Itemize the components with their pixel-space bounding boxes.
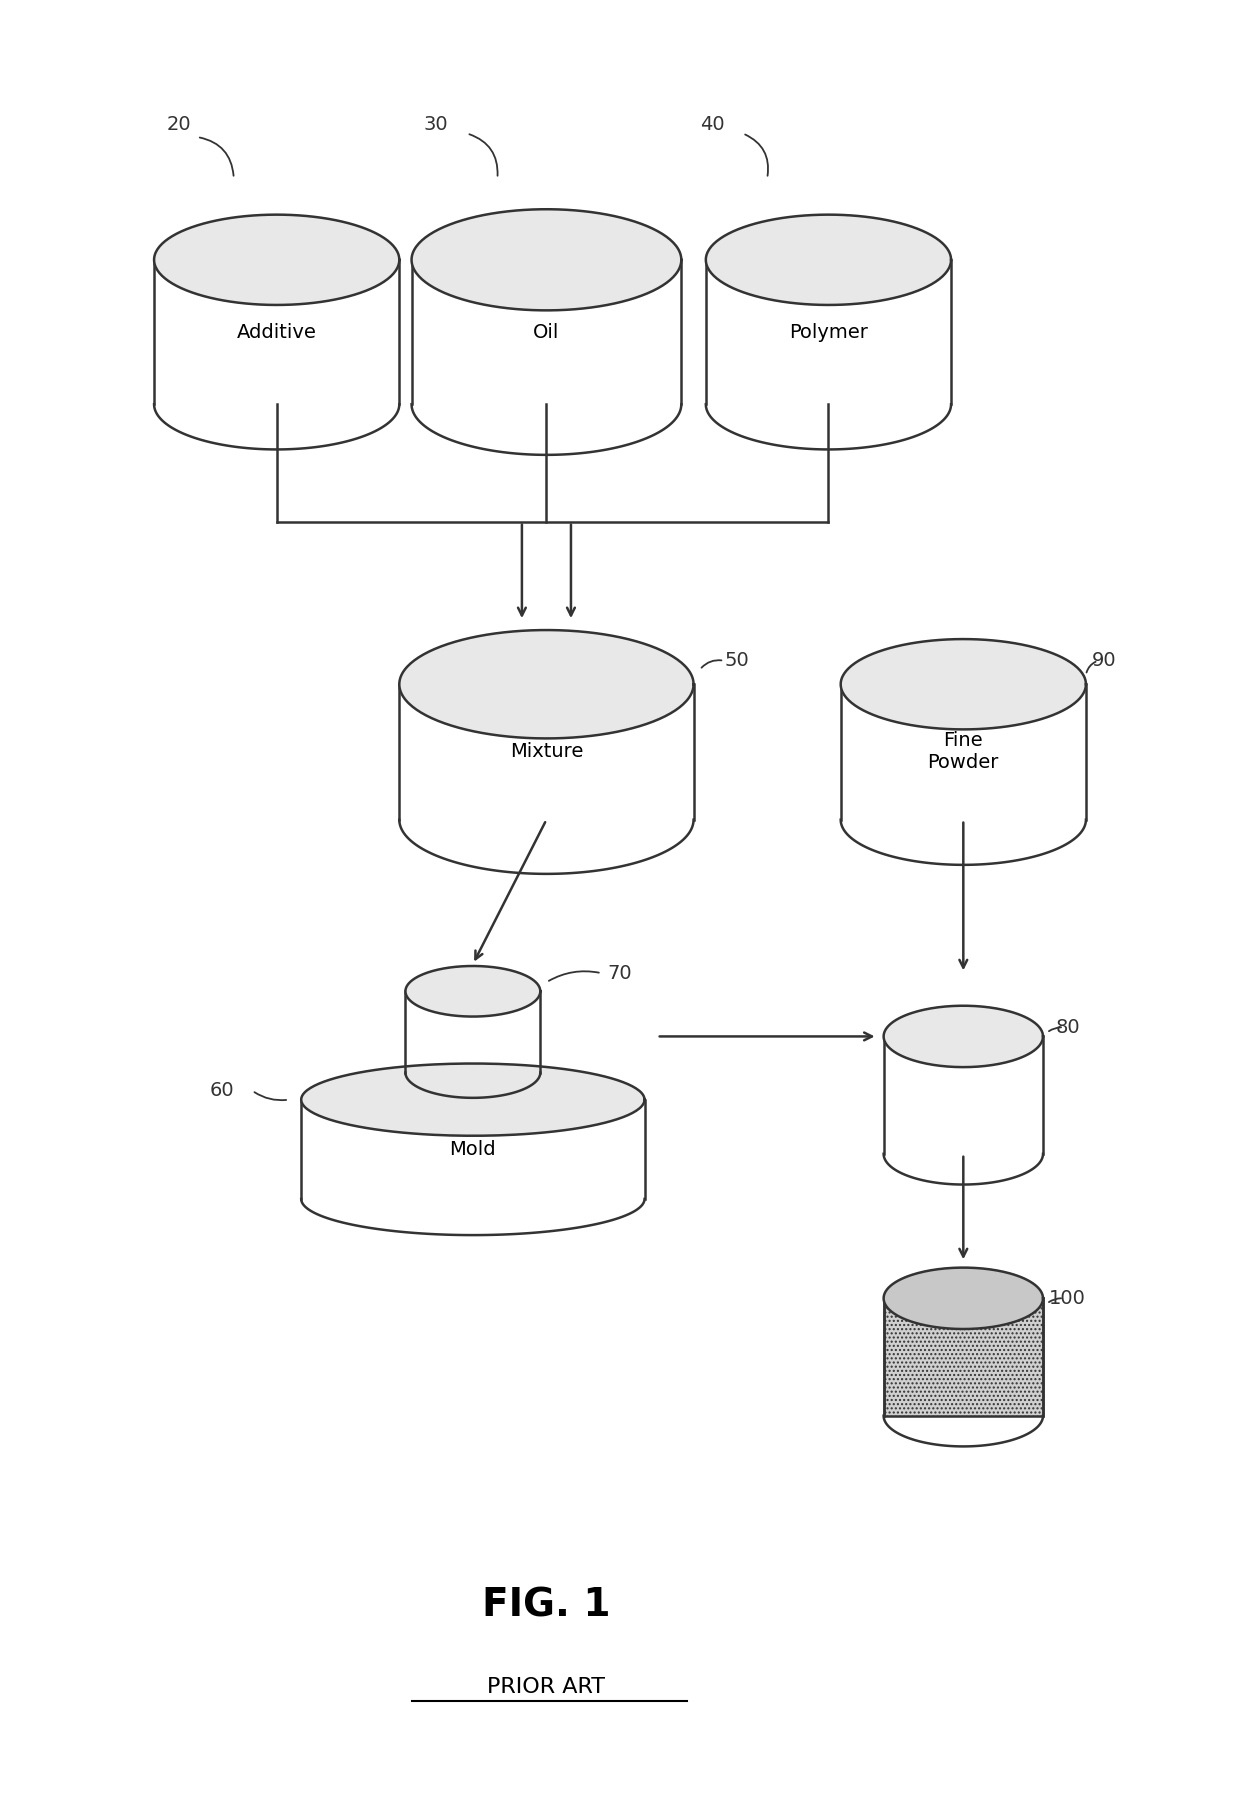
Text: 70: 70 [608,965,632,983]
Polygon shape [154,260,399,404]
Text: 60: 60 [210,1081,234,1099]
Polygon shape [841,639,1086,730]
Polygon shape [301,1099,645,1199]
Text: FIG. 1: FIG. 1 [482,1587,610,1625]
Text: Fine
Powder: Fine Powder [928,732,999,772]
Text: Mixture: Mixture [510,743,583,761]
Text: 90: 90 [1092,652,1117,670]
Text: Additive: Additive [237,322,316,342]
Text: Mold: Mold [450,1139,496,1159]
Polygon shape [154,215,399,306]
Polygon shape [399,684,693,819]
Polygon shape [706,260,951,404]
Text: 20: 20 [166,115,191,135]
Polygon shape [884,1267,1043,1329]
Polygon shape [412,260,681,404]
Text: 100: 100 [1049,1289,1086,1309]
FancyBboxPatch shape [884,1298,1043,1416]
Text: 30: 30 [424,115,449,135]
Text: Oil: Oil [533,322,559,342]
Polygon shape [301,1063,645,1136]
Text: Polymer: Polymer [789,322,868,342]
Text: 50: 50 [724,652,749,670]
Text: PRIOR ART: PRIOR ART [487,1676,605,1696]
Polygon shape [405,992,541,1072]
Polygon shape [841,684,1086,819]
Polygon shape [884,1006,1043,1067]
Text: 80: 80 [1055,1017,1080,1037]
Polygon shape [405,966,541,1017]
Text: 40: 40 [699,115,724,135]
Polygon shape [884,1036,1043,1154]
Polygon shape [399,630,693,739]
Polygon shape [412,209,681,311]
Polygon shape [706,215,951,306]
